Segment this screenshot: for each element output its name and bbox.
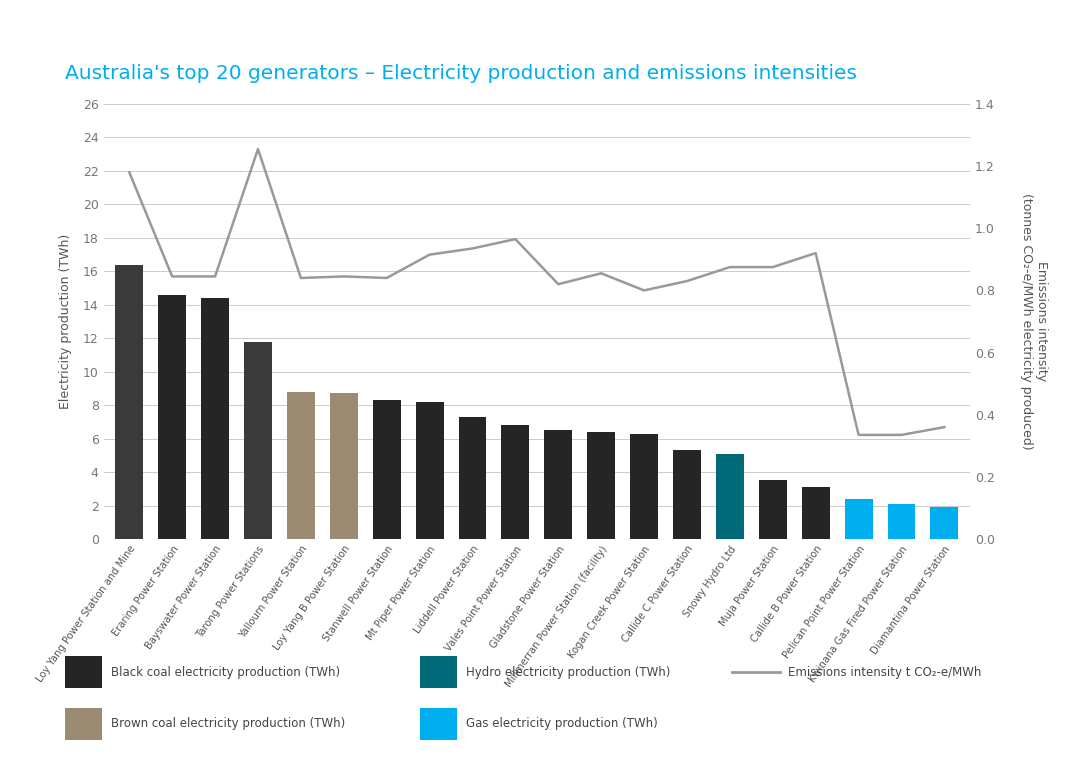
Text: Australia's top 20 generators – Electricity production and emissions intensities: Australia's top 20 generators – Electric… xyxy=(65,64,858,82)
Bar xyxy=(202,298,229,539)
Bar xyxy=(116,265,143,539)
Text: Hydro electricity production (TWh): Hydro electricity production (TWh) xyxy=(467,665,670,678)
Bar xyxy=(716,454,743,539)
Bar xyxy=(931,507,958,539)
Bar xyxy=(544,430,572,539)
Text: Gas electricity production (TWh): Gas electricity production (TWh) xyxy=(467,718,658,730)
Bar xyxy=(158,295,186,539)
Bar xyxy=(802,487,829,539)
Bar xyxy=(330,393,358,539)
Bar xyxy=(845,499,872,539)
Bar xyxy=(759,480,787,539)
Y-axis label: Emissions intensity
(tonnes CO₂-e/MWh electricity produced): Emissions intensity (tonnes CO₂-e/MWh el… xyxy=(1020,193,1047,450)
Bar xyxy=(501,425,530,539)
Bar xyxy=(887,504,916,539)
Bar xyxy=(673,450,701,539)
Bar xyxy=(287,392,315,539)
Bar xyxy=(415,402,444,539)
Bar xyxy=(373,400,401,539)
Text: Black coal electricity production (TWh): Black coal electricity production (TWh) xyxy=(111,665,340,678)
Y-axis label: Electricity production (TWh): Electricity production (TWh) xyxy=(59,234,72,409)
Text: Emissions intensity t CO₂-e/MWh: Emissions intensity t CO₂-e/MWh xyxy=(788,665,981,678)
Bar xyxy=(588,432,615,539)
Bar xyxy=(65,656,101,688)
Bar xyxy=(65,708,101,740)
Bar xyxy=(421,656,457,688)
Bar xyxy=(630,434,658,539)
Bar xyxy=(459,417,486,539)
Text: Brown coal electricity production (TWh): Brown coal electricity production (TWh) xyxy=(111,718,346,730)
Bar xyxy=(244,342,271,539)
Bar xyxy=(421,708,457,740)
